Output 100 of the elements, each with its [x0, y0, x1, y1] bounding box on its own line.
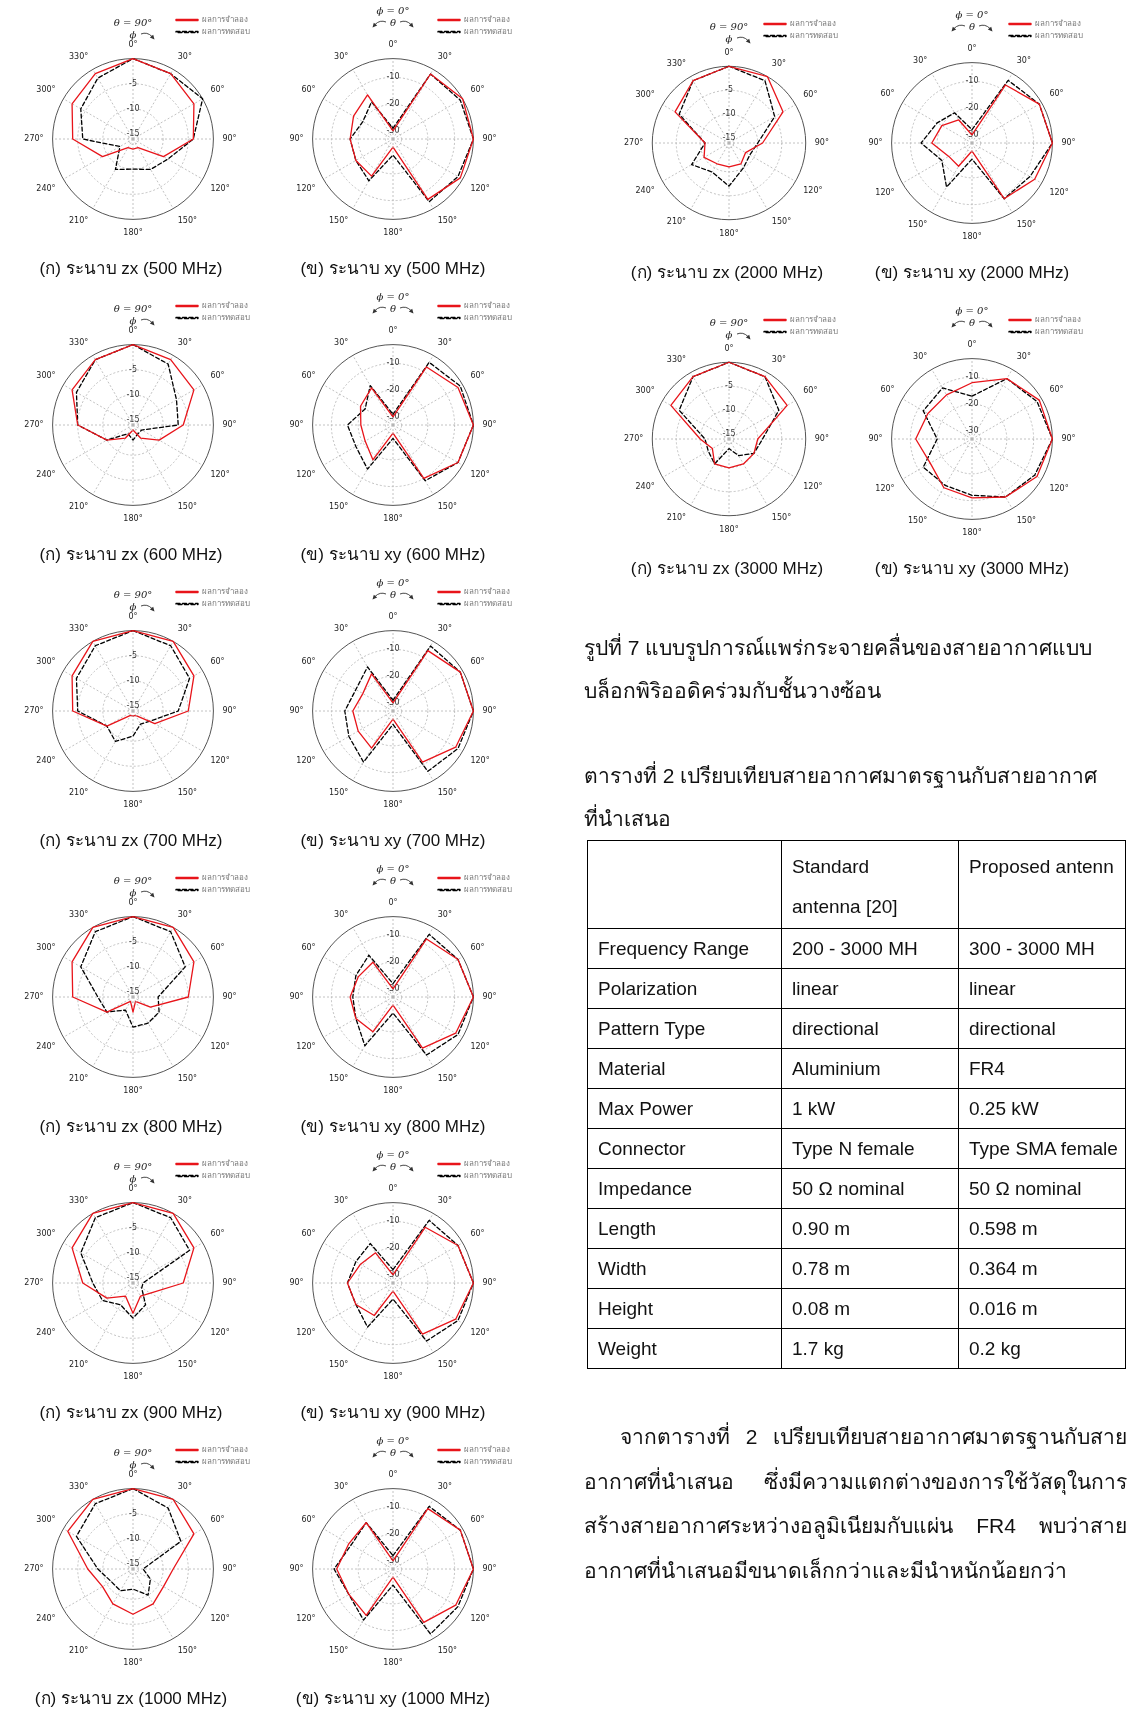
spoke-label: 90° [482, 706, 497, 716]
y-tick-label: -10 [386, 1216, 400, 1226]
spoke-label: 30° [334, 1481, 349, 1491]
text: (ก) ระนาบ zx (1000 MHz) [33, 1688, 229, 1710]
spoke-label: 90° [482, 420, 497, 430]
spoke-label: 30° [1016, 55, 1031, 65]
spoke-label: 180° [962, 528, 982, 538]
category-label: Weight [598, 1337, 657, 1359]
spoke-label: 330° [69, 1195, 89, 1205]
text: (ข) ระนาบ xy (800 MHz) [299, 1116, 487, 1138]
y-tick-label: -10 [386, 644, 400, 654]
spoke-label: 120° [210, 1613, 230, 1623]
spoke-label: 0° [967, 43, 977, 53]
legend-label: ผลการจำลอง [464, 1445, 510, 1455]
spoke-label: 270° [24, 1278, 44, 1288]
spoke-label: 150° [329, 1360, 349, 1370]
spoke-label: 90° [1061, 138, 1076, 148]
spoke-label: 90° [222, 706, 237, 716]
spoke-label: 120° [875, 483, 895, 493]
spoke-label: 150° [329, 502, 349, 512]
spoke-label: 180° [123, 800, 143, 810]
spoke-label: 180° [383, 800, 403, 810]
spoke-label: 330° [69, 51, 89, 61]
legend-label: ผลการจำลอง [790, 315, 836, 325]
y-tick-label: -10 [126, 103, 140, 113]
spoke-label: 30° [177, 1195, 192, 1205]
spoke-label: 60° [301, 942, 316, 952]
spoke-label: 330° [69, 1481, 89, 1491]
spoke-label: 150° [177, 216, 197, 226]
spoke-label: 300° [36, 84, 56, 94]
spoke-label: 120° [470, 1613, 490, 1623]
spoke-label: 30° [334, 51, 349, 61]
y-tick-label: -15 [126, 987, 140, 997]
spoke-label: 210° [69, 216, 89, 226]
spoke-label: 150° [177, 1360, 197, 1370]
text: θ [389, 17, 397, 29]
spoke-label: 90° [868, 138, 883, 148]
text: (ก) ระนาบ zx (500 MHz) [38, 258, 224, 280]
legend-label: ผลการทดสอบ [1035, 31, 1083, 41]
legend-label: ผลการจำลอง [464, 1159, 510, 1169]
spoke-label: 60° [470, 656, 485, 666]
spoke-label: 330° [666, 355, 687, 365]
y-tick-label: -10 [386, 358, 400, 368]
category-label: Material [598, 1057, 666, 1079]
y-tick-label: -5 [129, 650, 137, 660]
spoke-label: 150° [908, 516, 928, 526]
text: directional [792, 1017, 879, 1039]
spoke-label: 150° [329, 788, 349, 798]
spoke-label: 150° [329, 1074, 349, 1084]
spoke-label: 60° [210, 84, 225, 94]
spoke-label: 150° [437, 1646, 457, 1656]
legend-label: ผลการทดสอบ [464, 313, 512, 323]
spoke-label: 30° [177, 51, 192, 61]
spoke-label: 150° [177, 502, 197, 512]
spoke-label: 300° [36, 370, 56, 380]
spoke-label: 270° [623, 434, 644, 444]
y-tick-label: -15 [126, 701, 140, 711]
spoke-label: 60° [803, 386, 818, 396]
spoke-label: 180° [383, 1372, 403, 1382]
spoke-label: 120° [210, 1041, 230, 1051]
spoke-label: 210° [666, 513, 687, 523]
spoke-label: 30° [771, 59, 787, 69]
legend-label: ผลการจำลอง [202, 15, 248, 25]
legend-label: ผลการทดสอบ [202, 27, 250, 37]
spoke-label: 120° [296, 1613, 316, 1623]
spoke-label: 0° [388, 897, 398, 907]
text: (ก) ระนาบ zx (600 MHz) [38, 544, 224, 566]
text: 0.25 kW [969, 1097, 1039, 1119]
spoke-label: 270° [623, 138, 644, 148]
text: 50 Ω nominal [969, 1177, 1082, 1199]
spoke-label: 180° [123, 1372, 143, 1382]
text: θ = 90° [113, 875, 153, 887]
spoke-label: 120° [210, 183, 230, 193]
text: 1.7 kg [792, 1337, 844, 1359]
spoke-label: 120° [296, 755, 316, 765]
text: Aluminium [792, 1057, 881, 1079]
spoke-label: 330° [69, 909, 89, 919]
spoke-label: 150° [1016, 220, 1036, 230]
y-tick-label: -15 [126, 1273, 140, 1283]
spoke-label: 30° [437, 337, 452, 347]
spoke-label: 30° [177, 337, 192, 347]
legend-label: ผลการจำลอง [464, 587, 510, 597]
spoke-label: 90° [222, 992, 237, 1002]
y-tick-label: -20 [965, 103, 979, 113]
y-tick-label: -10 [722, 405, 736, 415]
spoke-label: 150° [329, 216, 349, 226]
text: θ [389, 1161, 397, 1173]
text: (ข) ระนาบ xy (2000 MHz) [873, 262, 1071, 284]
spoke-label: 120° [875, 187, 895, 197]
y-tick-label: -15 [722, 429, 736, 439]
y-tick-label: -30 [386, 1556, 400, 1566]
spoke-label: 150° [771, 513, 792, 523]
spoke-label: 120° [470, 1041, 490, 1051]
y-tick-label: -20 [965, 399, 979, 409]
spoke-label: 60° [301, 1228, 316, 1238]
y-tick-label: -10 [965, 76, 979, 86]
spoke-label: 330° [69, 623, 89, 633]
spoke-label: 90° [482, 992, 497, 1002]
y-tick-label: -15 [126, 1559, 140, 1569]
text: 1 kW [792, 1097, 836, 1119]
